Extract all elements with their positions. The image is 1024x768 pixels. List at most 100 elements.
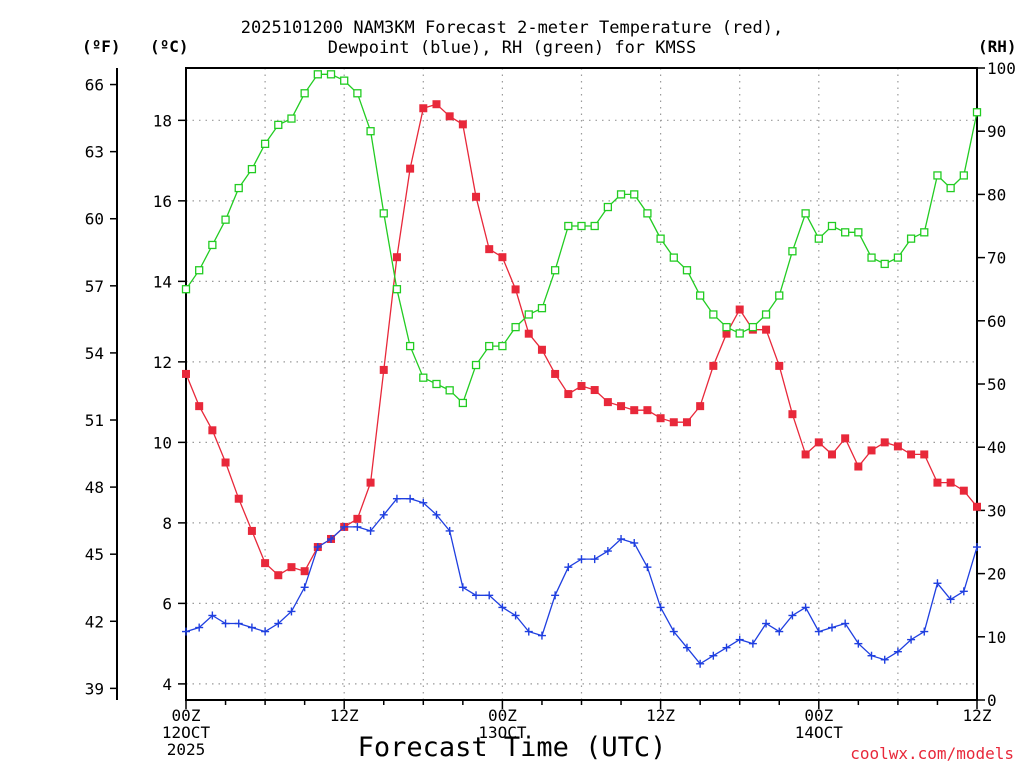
dewpoint-point-43 <box>748 639 757 648</box>
2-meter-temperature-point-23 <box>485 245 494 254</box>
2-meter-temperature-point-42 <box>735 305 744 314</box>
rh-point-57 <box>933 171 942 180</box>
fahrenheit-tick-label-66: 66 <box>85 76 104 95</box>
dewpoint-point-6 <box>261 627 270 636</box>
rh-point-39 <box>696 291 705 300</box>
dewpoint-point-8 <box>287 607 296 616</box>
dewpoint-point-46 <box>788 611 797 620</box>
2-meter-temperature-point-32 <box>603 398 612 407</box>
2-meter-temperature-point-14 <box>366 478 375 487</box>
rh-point-56 <box>920 228 929 237</box>
dewpoint-point-24 <box>498 603 507 612</box>
dewpoint-point-13 <box>353 522 362 531</box>
rh-point-46 <box>788 247 797 256</box>
dewpoint-point-56 <box>920 627 929 636</box>
2-meter-temperature-point-49 <box>827 450 836 459</box>
dewpoint-point-44 <box>762 619 771 628</box>
rh-point-20 <box>445 386 454 395</box>
2-meter-temperature-point-36 <box>656 414 665 423</box>
rh-point-12 <box>340 76 349 85</box>
rh-point-18 <box>419 373 428 382</box>
rh-point-27 <box>537 304 547 313</box>
dewpoint-point-34 <box>630 539 639 548</box>
2-meter-temperature-point-21 <box>458 120 467 129</box>
dewpoint-point-0 <box>182 627 190 636</box>
credit-link[interactable]: coolwx.com/models <box>850 744 1014 763</box>
2-meter-temperature-point-8 <box>287 563 296 572</box>
chart-title-line-1: 2025101200 NAM3KM Forecast 2-meter Tempe… <box>240 18 784 38</box>
celsius-tick-label-4: 4 <box>162 675 172 694</box>
dewpoint-point-16 <box>392 494 401 503</box>
2-meter-temperature-point-37 <box>669 418 678 427</box>
rh-point-47 <box>801 209 810 218</box>
fahrenheit-tick-label-60: 60 <box>85 210 104 229</box>
celsius-unit-label: (ºC) <box>150 37 189 56</box>
2-meter-temperature-point-51 <box>854 462 863 471</box>
rh-point-17 <box>405 341 415 351</box>
grid-lines <box>186 68 977 700</box>
dewpoint-point-7 <box>274 619 283 628</box>
rh-point-16 <box>392 285 402 294</box>
dewpoint-point-51 <box>854 639 863 648</box>
rh-point-60 <box>972 108 982 117</box>
rh-point-1 <box>195 266 204 275</box>
x-tick-label-48-1: 14OCT <box>795 723 844 742</box>
rh-point-26 <box>524 310 533 319</box>
fahrenheit-tick-label-45: 45 <box>85 545 104 564</box>
rh-point-52 <box>867 253 876 262</box>
2-meter-temperature-point-59 <box>959 486 968 495</box>
rh-line <box>185 73 978 405</box>
dewpoint-point-38 <box>682 643 691 652</box>
dewpoint-point-1 <box>195 623 204 632</box>
rh-point-21 <box>458 398 468 408</box>
rh-tick-label-60: 60 <box>987 312 1006 331</box>
dewpoint-point-21 <box>458 583 467 592</box>
2-meter-temperature-point-16 <box>392 253 401 262</box>
dewpoint-point-4 <box>234 619 243 628</box>
rh-point-49 <box>827 221 837 231</box>
rh-tick-label-30: 30 <box>987 501 1006 520</box>
x-tick-label-24-1: 13OCT <box>478 723 527 742</box>
x-tick-label-0-1: 12OCT <box>162 723 211 742</box>
dewpoint-point-48 <box>814 627 823 636</box>
rh-point-2 <box>208 240 217 250</box>
2-meter-temperature-point-54 <box>893 442 902 451</box>
x-tick-label-36-0: 12Z <box>646 706 675 725</box>
2-meter-temperature-point-27 <box>537 345 546 354</box>
2-meter-temperature-point-38 <box>682 418 691 427</box>
rh-point-45 <box>775 291 784 300</box>
rh-tick-label-0: 0 <box>987 691 997 710</box>
rh-point-37 <box>669 253 678 262</box>
rh-point-22 <box>471 360 481 370</box>
dewpoint-point-50 <box>841 619 850 628</box>
dewpoint-point-60 <box>973 543 981 552</box>
fahrenheit-tick-label-42: 42 <box>85 612 104 631</box>
rh-point-38 <box>682 266 692 275</box>
rh-point-33 <box>616 190 626 199</box>
rh-point-28 <box>550 266 560 275</box>
2-meter-temperature-point-55 <box>907 450 916 459</box>
rh-tick-label-90: 90 <box>987 122 1006 141</box>
dewpoint-point-30 <box>577 555 586 564</box>
rh-point-9 <box>300 89 309 98</box>
fahrenheit-tick-label-48: 48 <box>85 478 104 497</box>
dewpoint-point-12 <box>340 522 349 531</box>
dewpoint-point-23 <box>485 591 494 600</box>
2-meter-temperature-point-6 <box>261 559 270 568</box>
2-meter-temperature-point-34 <box>630 406 639 415</box>
2-meter-temperature-point-58 <box>946 478 955 487</box>
fahrenheit-tick-label-63: 63 <box>85 143 104 162</box>
2-meter-temperature-point-19 <box>432 100 441 109</box>
rh-point-34 <box>630 190 639 199</box>
dewpoint-point-9 <box>300 583 309 592</box>
dewpoint-point-17 <box>406 494 415 503</box>
rh-point-11 <box>326 70 336 79</box>
dewpoint-point-28 <box>551 591 560 600</box>
dewpoint-point-31 <box>590 555 599 564</box>
chart-title-line-2: Dewpoint (blue), RH (green) for KMSS <box>327 38 697 58</box>
2-meter-temperature-point-31 <box>590 386 599 395</box>
2-meter-temperature-point-15 <box>379 365 388 374</box>
2-meter-temperature-point-4 <box>234 494 243 503</box>
dewpoint-point-41 <box>722 643 731 652</box>
dewpoint-point-20 <box>445 526 454 535</box>
